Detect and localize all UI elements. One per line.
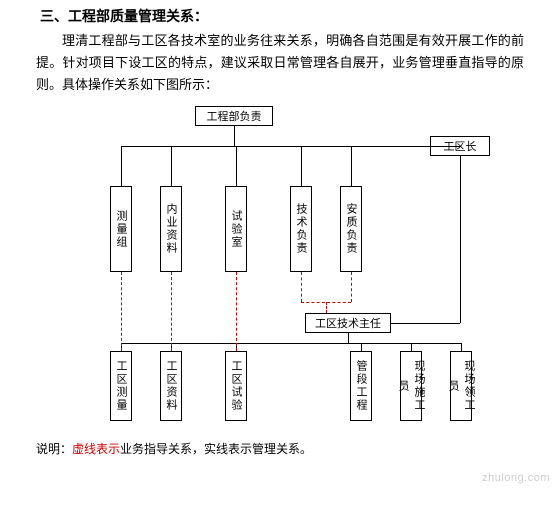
legend-solid: 实线表示管理关系。 (204, 442, 312, 456)
node-m5: 安质负责 (340, 186, 362, 272)
node-mid: 工区技术主任 (305, 313, 391, 333)
node-top1: 工程部负责 (195, 106, 273, 126)
node-m3: 试验室 (225, 186, 247, 272)
intro-paragraph: 理清工程部与工区各技术室的业务往来关系，明确各自范围是有效开展工作的前提。针对项… (0, 26, 560, 96)
legend-dashed: 虚线表示 (72, 442, 120, 456)
org-chart: 工程部负责工区长测量组内业资料试验室技术负责安质负责工区技术主任工区测量工区资料… (0, 96, 560, 436)
node-b5: 现场施工员 (400, 351, 422, 421)
legend: 说明：虚线表示业务指导关系，实线表示管理关系。 (0, 436, 560, 457)
node-b4: 管段工程 (350, 351, 372, 421)
watermark: zhulong.com (482, 472, 550, 484)
node-m1: 测量组 (110, 186, 132, 272)
legend-prefix: 说明： (36, 442, 72, 456)
node-m4: 技术负责 (290, 186, 312, 272)
node-b6: 现场领工员 (450, 351, 472, 421)
legend-dashed-after: 业务指导关系， (120, 442, 204, 456)
section-heading: 三、工程部质量管理关系： (0, 0, 560, 26)
node-b2: 工区资料 (160, 351, 182, 421)
node-b1: 工区测量 (110, 351, 132, 421)
node-m2: 内业资料 (160, 186, 182, 272)
node-b3: 工区试验 (225, 351, 247, 421)
